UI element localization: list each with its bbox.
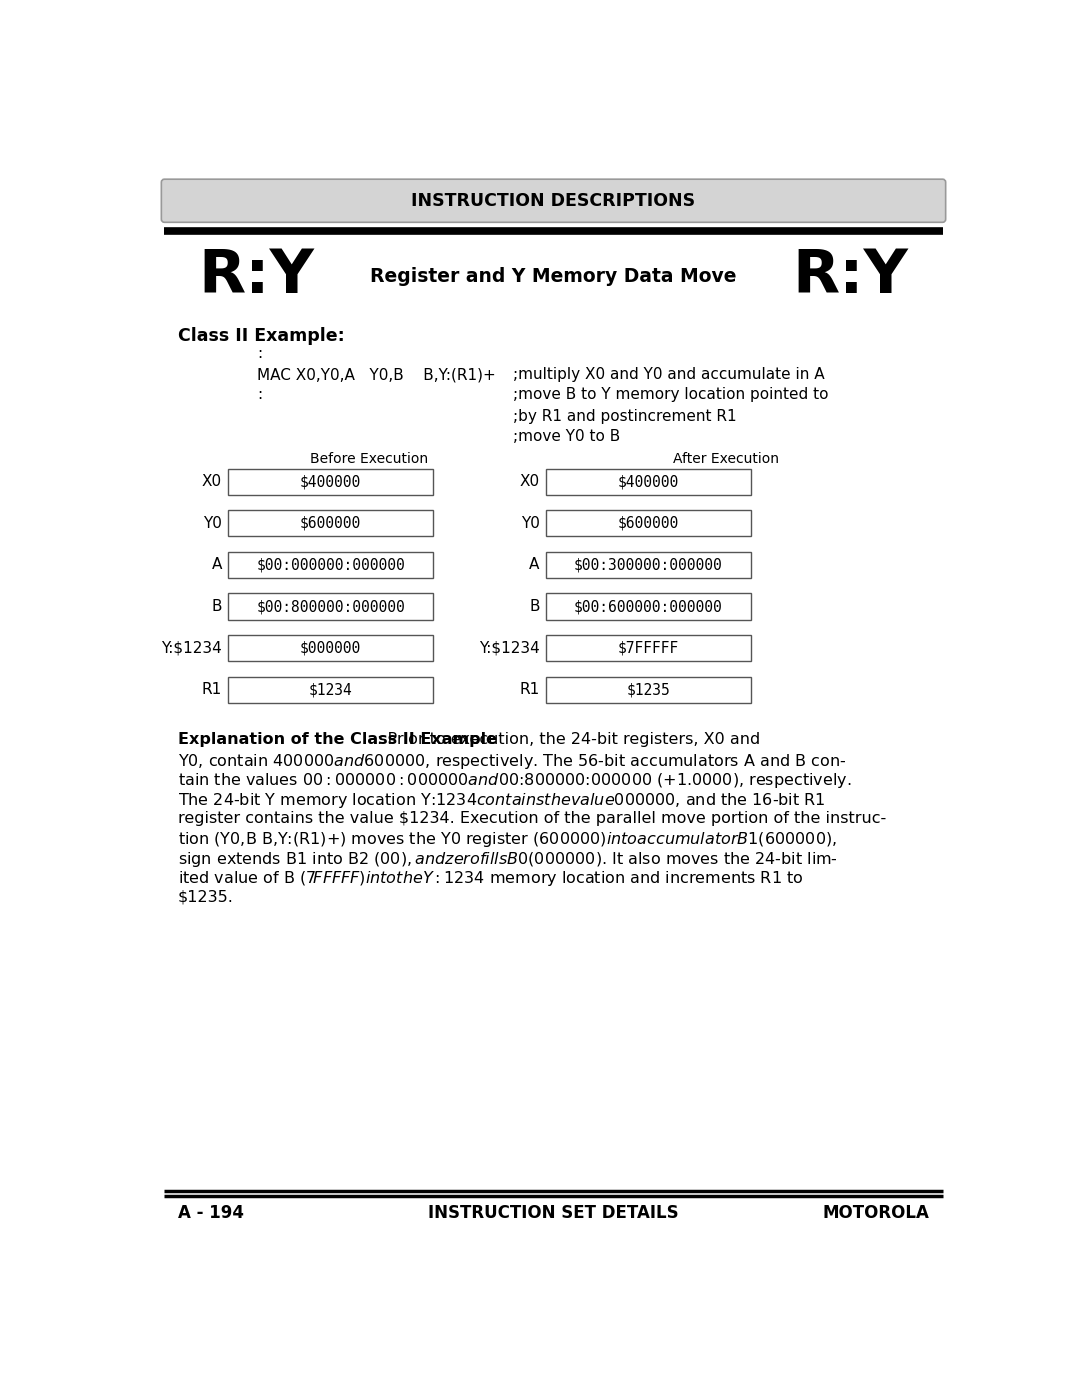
Text: INSTRUCTION DESCRIPTIONS: INSTRUCTION DESCRIPTIONS <box>411 191 696 210</box>
Bar <box>228 552 433 578</box>
Text: A: A <box>212 557 221 573</box>
Text: :: : <box>257 346 262 362</box>
Text: R:Y: R:Y <box>793 247 908 306</box>
Text: ited value of B ($7FFFFF) into the Y:$1234 memory location and increments R1 to: ited value of B ($7FFFFF) into the Y:$12… <box>177 869 804 888</box>
Bar <box>545 676 751 703</box>
Text: A - 194: A - 194 <box>177 1204 244 1221</box>
Bar <box>545 469 751 495</box>
Text: tain the values $00:000000:000000 and $00:800000:000000 (+1.0000), respectively.: tain the values $00:000000:000000 and $0… <box>177 771 851 791</box>
Text: Class II Example:: Class II Example: <box>177 327 345 345</box>
Text: Before Execution: Before Execution <box>310 453 428 467</box>
Text: $1235.: $1235. <box>177 888 233 904</box>
Text: register contains the value $1234. Execution of the parallel move portion of the: register contains the value $1234. Execu… <box>177 810 886 826</box>
Text: $1234: $1234 <box>309 682 352 697</box>
Bar <box>228 469 433 495</box>
Bar <box>545 552 751 578</box>
Text: Register and Y Memory Data Move: Register and Y Memory Data Move <box>370 267 737 286</box>
Text: R1: R1 <box>202 682 221 697</box>
Bar <box>228 636 433 661</box>
Text: Y0: Y0 <box>203 515 221 531</box>
Text: tion (Y0,B B,Y:(R1)+) moves the Y0 register ($600000) into accumulator B1 ($6000: tion (Y0,B B,Y:(R1)+) moves the Y0 regis… <box>177 830 837 849</box>
Text: R:Y: R:Y <box>199 247 314 306</box>
Bar <box>228 676 433 703</box>
Text: After Execution: After Execution <box>673 453 779 467</box>
Text: $400000: $400000 <box>618 475 679 489</box>
Bar <box>545 636 751 661</box>
Text: MOTOROLA: MOTOROLA <box>823 1204 930 1221</box>
Text: X0: X0 <box>202 475 221 489</box>
Text: Y:$1234: Y:$1234 <box>478 641 540 655</box>
Bar <box>228 594 433 620</box>
Text: ;move B to Y memory location pointed to: ;move B to Y memory location pointed to <box>513 387 828 402</box>
Text: $1235: $1235 <box>626 682 671 697</box>
Text: $7FFFFF: $7FFFFF <box>618 641 679 655</box>
Text: Y0: Y0 <box>521 515 540 531</box>
Text: X0: X0 <box>519 475 540 489</box>
Text: ;move Y0 to B: ;move Y0 to B <box>513 429 620 444</box>
Text: $00:800000:000000: $00:800000:000000 <box>256 599 405 615</box>
Text: $600000: $600000 <box>618 515 679 531</box>
FancyBboxPatch shape <box>161 179 946 222</box>
Text: Y0, contain $400000 and $600000, respectively. The 56-bit accumulators A and B c: Y0, contain $400000 and $600000, respect… <box>177 752 846 771</box>
Text: ;multiply X0 and Y0 and accumulate in A: ;multiply X0 and Y0 and accumulate in A <box>513 367 825 383</box>
Text: A: A <box>529 557 540 573</box>
Text: Explanation of the Class II Example: Explanation of the Class II Example <box>177 732 497 747</box>
Bar <box>545 510 751 536</box>
Bar <box>545 594 751 620</box>
Text: $400000: $400000 <box>300 475 362 489</box>
Text: $00:600000:000000: $00:600000:000000 <box>575 599 723 615</box>
Text: B: B <box>529 599 540 615</box>
Text: $00:300000:000000: $00:300000:000000 <box>575 557 723 573</box>
Text: : Prior to execution, the 24-bit registers, X0 and: : Prior to execution, the 24-bit registe… <box>377 732 760 747</box>
Text: R1: R1 <box>519 682 540 697</box>
Text: INSTRUCTION SET DETAILS: INSTRUCTION SET DETAILS <box>428 1204 679 1221</box>
Text: The 24-bit Y memory location Y:$1234 contains the value $000000, and the 16-bit : The 24-bit Y memory location Y:$1234 con… <box>177 791 825 810</box>
Text: Y:$1234: Y:$1234 <box>161 641 221 655</box>
Text: sign extends B1 into B2 ($00), and zero fills B0 ($000000). It also moves the 24: sign extends B1 into B2 ($00), and zero … <box>177 849 837 869</box>
Text: :: : <box>257 387 262 402</box>
Text: ;by R1 and postincrement R1: ;by R1 and postincrement R1 <box>513 409 737 423</box>
Bar <box>228 510 433 536</box>
Text: $00:000000:000000: $00:000000:000000 <box>256 557 405 573</box>
Text: $600000: $600000 <box>300 515 362 531</box>
Text: MAC X0,Y0,A   Y0,B    B,Y:(R1)+: MAC X0,Y0,A Y0,B B,Y:(R1)+ <box>257 367 496 383</box>
Text: B: B <box>212 599 221 615</box>
Text: $000000: $000000 <box>300 641 362 655</box>
